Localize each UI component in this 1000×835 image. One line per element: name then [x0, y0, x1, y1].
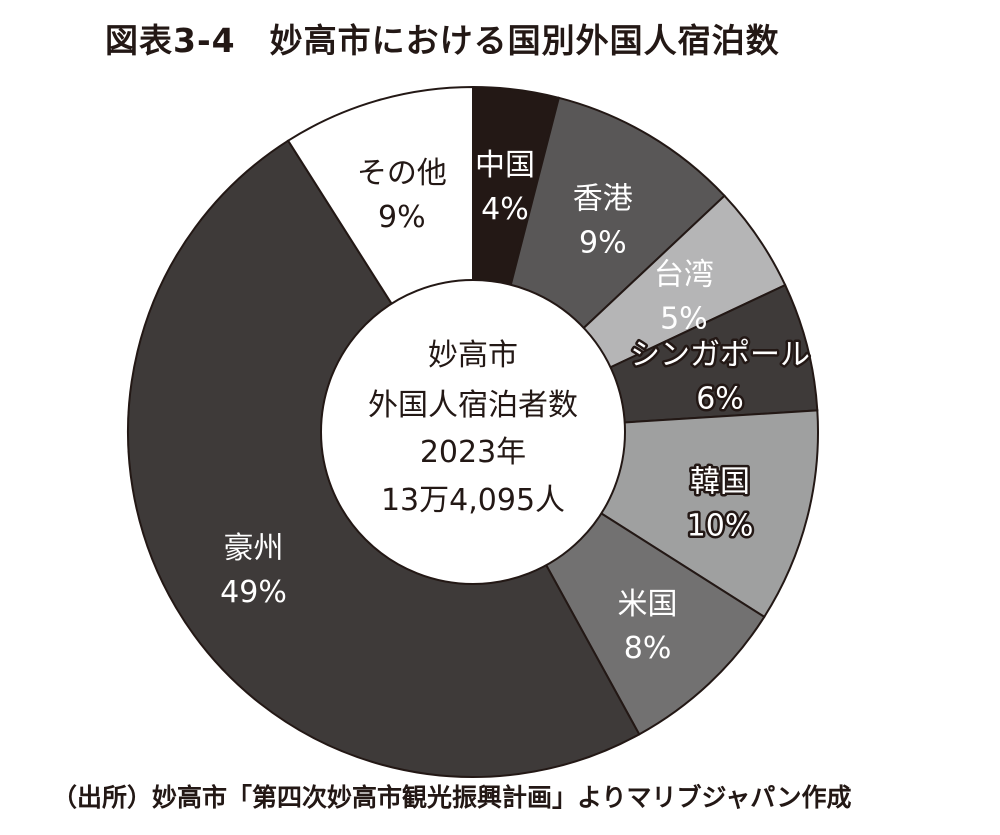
slice-value-label: 10% [687, 508, 754, 543]
slice-category-label: その他 [357, 156, 447, 191]
labels-group: 中国 4% 香港 9% 台湾 5%シンガポール 6% 韓国 10% 米国 8% 豪州 49% その他 9% [220, 148, 812, 666]
center-label-group: 妙高市 外国人宿泊者数 2023年 13万4,095人 [368, 338, 578, 518]
slice-value-label: 5% [660, 302, 708, 337]
slice-category-label: 米国 [618, 587, 678, 622]
slice-value-label: 9% [579, 226, 627, 261]
slice-value-label: 8% [624, 631, 672, 666]
slice-value-label: 9% [378, 200, 426, 235]
slice-category-label: 香港 [573, 182, 633, 217]
center-line-4: 13万4,095人 [381, 483, 565, 518]
slice-category-label: シンガポール [630, 338, 810, 373]
slice-category-label: 豪州 [224, 531, 284, 566]
center-line-2: 外国人宿泊者数 [368, 388, 578, 423]
slice-value-label: 6% [696, 382, 744, 417]
slice-value-label: 49% [220, 575, 287, 610]
center-line-1: 妙高市 [428, 338, 518, 373]
center-line-3: 2023年 [420, 435, 526, 470]
chart-title: 図表3-4 妙高市における国別外国人宿泊数 [105, 21, 780, 60]
slice-category-label: 中国 [475, 148, 535, 183]
slice-category-label: 韓国 [690, 464, 750, 499]
slice-category-label: 台湾 [654, 258, 714, 293]
source-note: （出所）妙高市「第四次妙高市観光振興計画」よりマリブジャパン作成 [52, 783, 852, 812]
slice-value-label: 4% [481, 192, 529, 227]
donut-hole [320, 279, 626, 585]
